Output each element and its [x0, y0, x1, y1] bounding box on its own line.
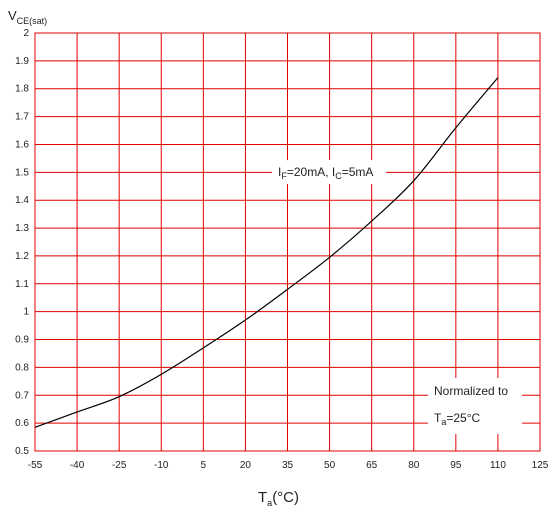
y-tick-label: 1.3	[15, 223, 29, 234]
annotation-background	[272, 160, 386, 184]
y-tick-label: 1.6	[15, 139, 29, 150]
y-tick-label: 0.9	[15, 335, 29, 346]
y-tick-label: 0.5	[15, 446, 29, 457]
normalized-annotation-line2: Ta=25°C	[434, 411, 481, 427]
y-tick-label: 1	[23, 307, 29, 318]
y-tick-label: 0.6	[15, 418, 29, 429]
x-axis-label: Ta(°C)	[258, 489, 299, 508]
y-tick-label: 1.8	[15, 84, 29, 95]
x-tick-labels: -55 -40 -25 -10 5 20 35 50 65 80 95 110 125	[28, 460, 549, 471]
x-tick-label: 80	[408, 460, 420, 471]
y-tick-label: 0.7	[15, 390, 29, 401]
x-tick-label: 125	[532, 460, 549, 471]
y-tick-label: 1.1	[15, 279, 29, 290]
x-tick-label: 65	[366, 460, 378, 471]
y-tick-label: 1.7	[15, 112, 29, 123]
x-tick-label: 50	[324, 460, 336, 471]
x-tick-label: 35	[282, 460, 294, 471]
x-tick-label: -40	[70, 460, 85, 471]
y-tick-label: 1.9	[15, 56, 29, 67]
condition-annotation: IF=20mA, IC=5mA	[278, 165, 373, 181]
x-tick-label: -10	[154, 460, 169, 471]
annotation-background	[428, 378, 522, 434]
y-axis-label: VCE(sat)	[8, 8, 47, 26]
y-tick-label: 1.4	[15, 195, 29, 206]
annotation-backgrounds	[272, 160, 522, 434]
x-tick-label: -25	[112, 460, 127, 471]
x-tick-label: 20	[240, 460, 252, 471]
x-tick-label: 110	[490, 460, 506, 471]
y-tick-label: 1.2	[15, 251, 29, 262]
x-tick-label: 95	[450, 460, 462, 471]
x-tick-label: 5	[201, 460, 207, 471]
y-tick-label: 0.8	[15, 362, 29, 373]
y-tick-label: 1.5	[15, 167, 29, 178]
plot-frame	[34, 32, 541, 452]
x-tick-label: -55	[28, 460, 43, 471]
y-tick-label: 2	[23, 28, 29, 39]
normalized-annotation-line1: Normalized to	[434, 384, 508, 398]
series-line	[34, 77, 499, 428]
y-tick-labels: 0.5 0.6 0.7 0.8 0.9 1 1.1 1.2 1.3 1.4 1.5 1.6 1.7 1.8…	[15, 28, 29, 457]
